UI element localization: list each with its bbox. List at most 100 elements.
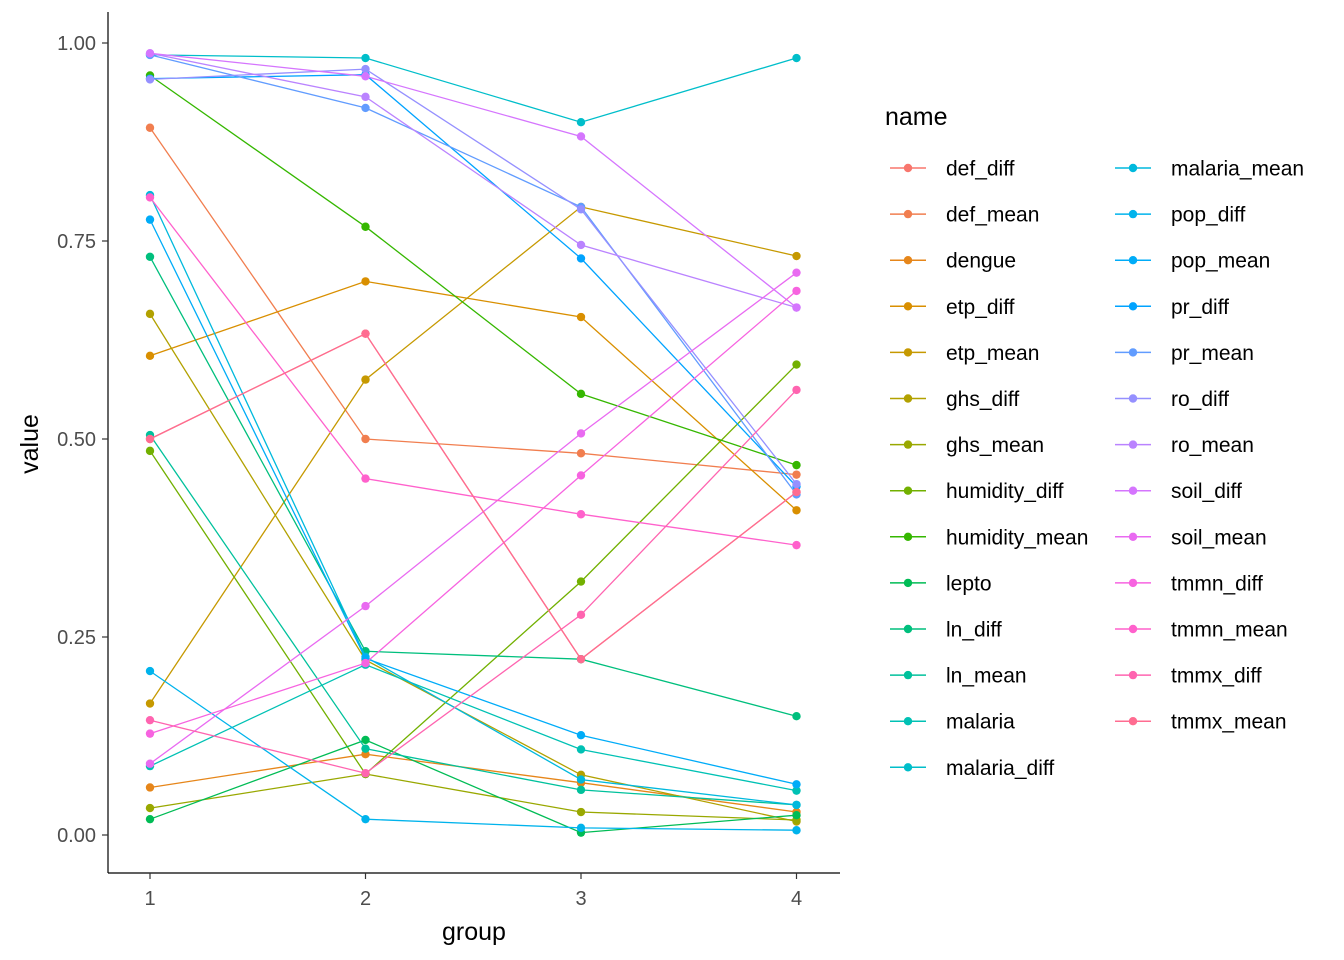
x-tick-label: 2 xyxy=(360,888,371,910)
data-point xyxy=(792,487,801,497)
data-point xyxy=(145,783,155,792)
series-line-tmmn_diff xyxy=(149,290,797,735)
data-point xyxy=(145,699,155,708)
data-point xyxy=(792,712,801,721)
data-point xyxy=(361,329,370,338)
legend-key-point xyxy=(1128,717,1138,726)
legend-item: soil_diff xyxy=(1115,480,1242,503)
series-line-tmmn_mean xyxy=(149,197,797,546)
data-point xyxy=(792,303,801,312)
legend-item: etp_diff xyxy=(890,296,1015,319)
legend-key-point xyxy=(903,256,913,265)
y-tick-label: 0.75 xyxy=(57,231,96,253)
data-point xyxy=(361,814,370,824)
series-line-pop_mean xyxy=(149,219,797,785)
legend-item: pr_diff xyxy=(1115,296,1229,319)
legend-label: lepto xyxy=(946,572,992,595)
series-line-pr_mean xyxy=(149,54,798,495)
data-point xyxy=(576,118,586,127)
legend-label: ghs_diff xyxy=(946,388,1019,411)
y-axis-title: value xyxy=(16,414,44,474)
data-point xyxy=(145,123,155,132)
series-layer xyxy=(145,49,801,837)
legend-item: def_mean xyxy=(890,204,1039,227)
data-point xyxy=(145,49,155,58)
series-malaria_diff xyxy=(145,50,801,127)
legend-item: def_diff xyxy=(890,158,1015,181)
legend-key-point xyxy=(903,440,913,449)
series-etp_mean xyxy=(145,202,801,708)
data-point xyxy=(145,715,155,725)
legend-label: tmmx_diff xyxy=(1171,665,1262,688)
data-point xyxy=(361,735,370,745)
legend-label: soil_mean xyxy=(1171,526,1267,549)
legend-label: humidity_mean xyxy=(946,526,1088,549)
data-point xyxy=(361,72,370,81)
series-pr_mean xyxy=(145,50,801,499)
data-point xyxy=(792,251,801,261)
data-point xyxy=(576,654,586,664)
data-point xyxy=(792,385,801,395)
legend-key-point xyxy=(1128,209,1138,219)
legend-key-point xyxy=(1128,578,1138,588)
series-line-ro_diff xyxy=(149,68,798,485)
series-soil_diff xyxy=(145,49,801,312)
series-line-pr_diff xyxy=(149,74,797,487)
legend-key-point xyxy=(1128,532,1138,541)
series-line-soil_diff xyxy=(149,52,797,309)
series-ghs_mean xyxy=(145,769,801,825)
data-point xyxy=(576,429,586,438)
data-point xyxy=(361,434,370,444)
legend-label: soil_diff xyxy=(1171,480,1242,503)
legend-label: ghs_mean xyxy=(946,434,1044,457)
legend-item: ro_mean xyxy=(1115,434,1254,457)
data-point xyxy=(361,601,370,611)
data-point xyxy=(792,268,801,277)
legend-item: pop_diff xyxy=(1115,204,1246,227)
data-point xyxy=(792,286,801,296)
legend-key-point xyxy=(903,532,913,541)
data-point xyxy=(361,103,370,113)
legend-item: pr_mean xyxy=(1115,342,1254,365)
data-point xyxy=(792,780,801,789)
series-etp_diff xyxy=(145,277,801,515)
data-point xyxy=(145,446,155,456)
legend-label: tmmx_mean xyxy=(1171,711,1287,734)
legend-key-point xyxy=(903,624,913,634)
data-point xyxy=(792,360,801,369)
series-line-ln_diff xyxy=(149,256,797,717)
legend-item: humidity_mean xyxy=(890,526,1088,549)
y-tick-label: 0.50 xyxy=(57,429,96,451)
data-point xyxy=(145,803,155,813)
data-point xyxy=(576,240,586,250)
data-point xyxy=(792,800,801,810)
data-point xyxy=(145,215,155,224)
x-ticks: 1 2 3 4 xyxy=(144,873,802,910)
data-point xyxy=(145,666,155,676)
data-point xyxy=(361,53,370,63)
legend-item: tmmn_diff xyxy=(1115,572,1263,595)
legend-key-point xyxy=(903,578,913,588)
data-point xyxy=(145,309,155,319)
data-point xyxy=(576,312,586,322)
legend-item: tmmx_mean xyxy=(1115,711,1287,734)
y-tick-label: 1.00 xyxy=(57,33,96,55)
x-axis-title: group xyxy=(442,918,506,946)
series-line-ghs_mean xyxy=(149,773,797,821)
legend-label: ln_diff xyxy=(946,619,1002,642)
data-point xyxy=(361,658,370,668)
x-tick-label: 3 xyxy=(575,888,586,910)
x-tick-label: 4 xyxy=(791,888,802,910)
legend-label: malaria_diff xyxy=(946,757,1054,780)
data-point xyxy=(145,729,155,738)
series-dengue xyxy=(145,750,801,817)
x-tick-label: 1 xyxy=(144,888,155,910)
legend-key-point xyxy=(903,302,913,311)
legend-label: etp_mean xyxy=(946,342,1039,365)
series-line-def_mean xyxy=(149,127,797,476)
legend-label: def_diff xyxy=(946,158,1015,181)
legend-item: tmmx_diff xyxy=(1115,665,1262,688)
series-line-ro_mean xyxy=(149,52,797,309)
